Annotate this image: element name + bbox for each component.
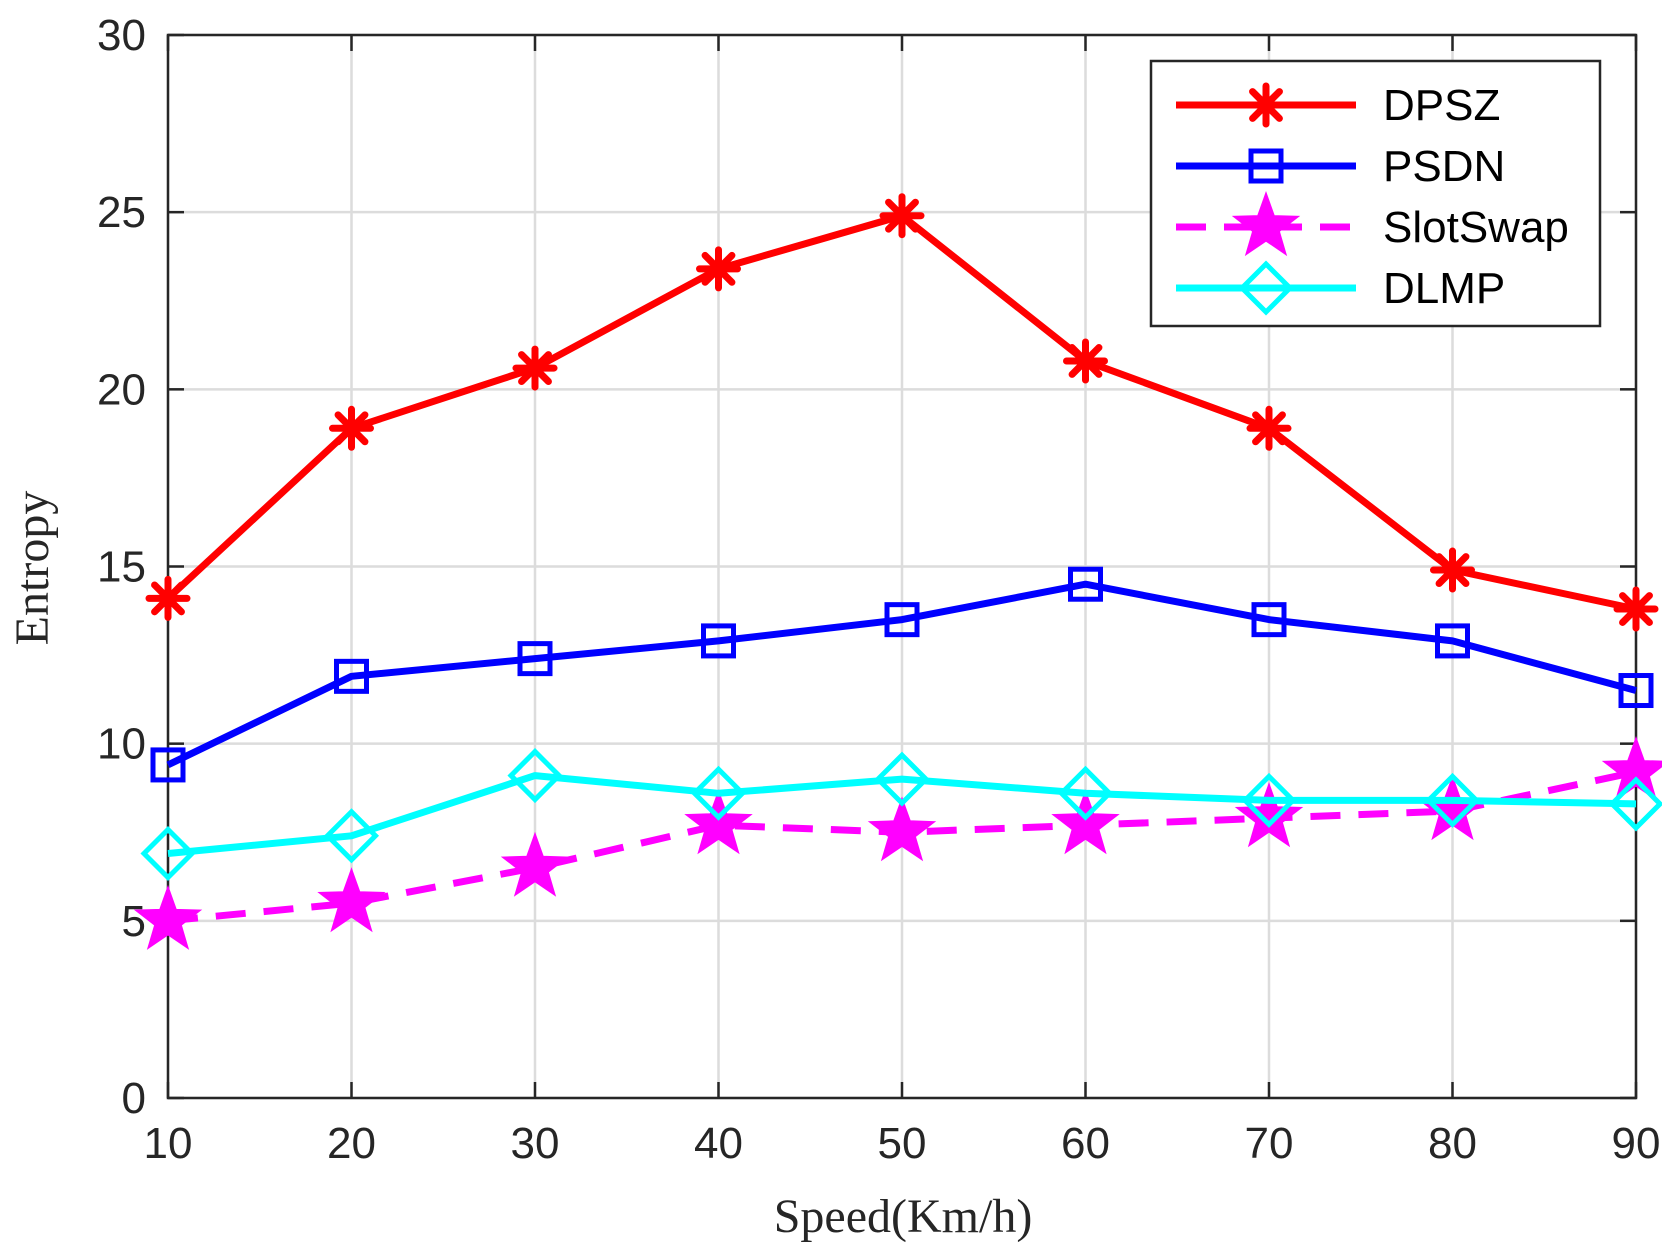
series-slotswap [133,736,1662,950]
data-point-psdn [334,658,369,694]
y-axis-title: Entropy [6,491,59,646]
data-point-dlmp [1608,776,1662,832]
data-point-slotswap [317,867,386,933]
data-point-psdn [701,623,736,659]
x-tick-label: 10 [144,1119,193,1168]
y-tick-label: 5 [122,897,146,946]
legend-marker-dlmp [1238,260,1294,316]
x-tick-label: 30 [511,1119,560,1168]
series-dlmp [140,748,1662,882]
legend-item-dpsz: DPSZ [1176,81,1500,130]
data-point-dlmp [1424,772,1481,828]
data-point-dpsz [1613,586,1659,632]
series-line-psdn [166,580,1637,769]
x-tick-label: 60 [1061,1119,1110,1168]
data-point-slotswap [133,884,203,950]
x-tick-label: 20 [327,1119,376,1168]
data-point-dpsz [696,246,741,292]
series-psdn [150,566,1654,783]
data-point-dlmp [323,808,380,864]
legend: DPSZ PSDN SlotSwap DLMP [1149,59,1602,328]
data-point-psdn [1618,673,1654,709]
asterisk-stroke [1249,88,1283,122]
asterisk-stroke [334,411,369,446]
x-axis-title: Speed(Km/h) [774,1190,1033,1243]
data-point-dpsz [1246,405,1292,451]
y-tick-label: 20 [97,365,146,414]
data-point-dlmp [1057,765,1114,821]
data-point-dlmp [874,751,930,807]
legend-item-slotswap: SlotSwap [1176,191,1569,257]
data-point-dlmp [140,825,196,882]
y-tick-label: 15 [97,543,146,592]
legend-item-dlmp: DLMP [1176,260,1505,316]
data-point-dlmp [690,765,747,821]
series-lines [133,193,1662,950]
series-line-dlmp [167,772,1637,857]
x-tick-label: 50 [878,1119,927,1168]
y-tick-label: 0 [122,1074,146,1123]
legend-label-slotswap: SlotSwap [1383,203,1569,252]
legend-item-psdn: PSDN [1176,142,1505,191]
data-point-dpsz [1063,338,1108,384]
data-point-dpsz [512,345,558,391]
axes [166,33,1638,1100]
asterisk-stroke [1068,344,1103,378]
data-point-dpsz [879,193,925,239]
data-point-dlmp [507,748,563,804]
x-tick-label: 90 [1612,1119,1661,1168]
data-point-dpsz [329,405,374,451]
data-point-slotswap [684,789,753,855]
asterisk-stroke [1435,553,1470,587]
asterisk-stroke [1619,592,1653,626]
data-point-slotswap [867,796,937,862]
series-dpsz [145,193,1659,632]
data-point-dlmp [1241,772,1297,828]
data-point-psdn [1435,623,1470,659]
data-point-slotswap [1601,736,1662,802]
legend-marker-dpsz [1243,82,1289,128]
legend-marker-slotswap [1231,191,1301,257]
y-tick-label: 30 [97,11,146,60]
data-point-slotswap [1051,789,1120,855]
x-tick-label: 70 [1245,1119,1294,1168]
x-tick-labels: 10 20 30 40 50 60 70 80 90 [144,1119,1661,1168]
data-point-slotswap [1234,782,1304,848]
y-tick-labels: 0 5 10 15 20 25 30 [97,11,146,1123]
asterisk-stroke [518,351,552,386]
asterisk-stroke [151,581,185,616]
asterisk-stroke [701,251,736,286]
asterisk-stroke [885,198,919,233]
data-point-dpsz [1430,547,1475,593]
legend-label-dlmp: DLMP [1383,264,1505,313]
data-point-dpsz [145,575,191,621]
data-point-psdn [884,602,920,638]
y-tick-label: 25 [97,188,146,237]
asterisk-stroke [1252,411,1286,446]
x-tick-label: 40 [694,1119,743,1168]
data-point-psdn [150,747,186,783]
data-point-slotswap [500,831,570,897]
data-point-psdn [1251,602,1287,638]
y-tick-label: 10 [97,720,146,769]
x-tick-label: 80 [1428,1119,1477,1168]
legend-label-dpsz: DPSZ [1383,81,1500,130]
data-point-psdn [1068,566,1103,602]
data-point-psdn [517,641,553,677]
legend-marker-psdn [1248,148,1284,184]
legend-label-psdn: PSDN [1383,142,1505,191]
